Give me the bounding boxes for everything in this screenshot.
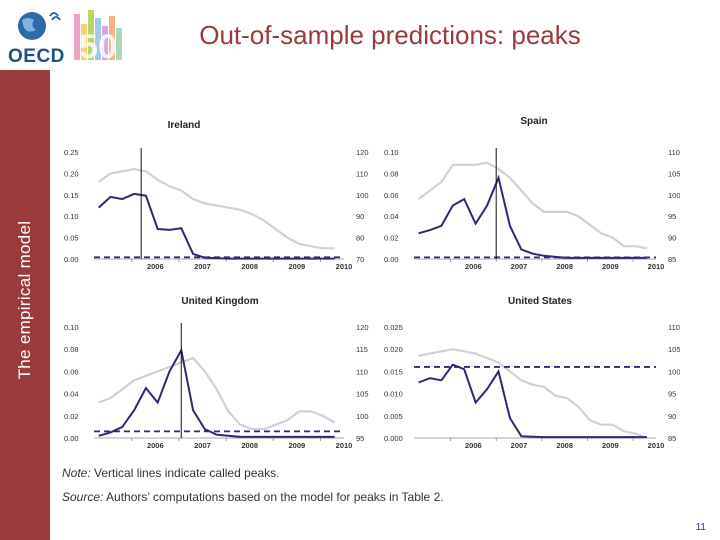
ireland-right-tick-label: 70 bbox=[356, 255, 364, 264]
ireland-right-tick-label: 90 bbox=[356, 212, 364, 221]
spain-x-tick-label: 2006 bbox=[465, 262, 482, 271]
spain-left-tick-label: 0.06 bbox=[384, 191, 399, 200]
spain-right-tick-label: 85 bbox=[668, 255, 676, 264]
logo-arc-2 bbox=[51, 16, 61, 21]
united-states-left-tick-label: 0.020 bbox=[384, 345, 403, 354]
ireland-left-tick-label: 0.20 bbox=[64, 169, 79, 178]
united-kingdom-left-tick-label: 0.08 bbox=[64, 345, 79, 354]
ireland-left-tick-label: 0.25 bbox=[64, 148, 79, 157]
united-states-x-tick-label: 2008 bbox=[556, 441, 573, 450]
united-states-chart-title: United States bbox=[508, 296, 572, 307]
ireland-left-tick-label: 0.05 bbox=[64, 234, 79, 243]
spain-right-tick-label: 90 bbox=[668, 234, 676, 243]
united-kingdom-left-tick-label: 0.10 bbox=[64, 323, 79, 332]
united-states-right-tick-label: 85 bbox=[668, 434, 676, 443]
united-kingdom-x-tick-label: 2008 bbox=[241, 441, 258, 450]
globe-land-shape bbox=[22, 18, 36, 32]
spain-right-tick-label: 105 bbox=[668, 169, 680, 178]
charts-panel: Ireland 0.00 0.05 0.10 0.15 0.20 0.25 70 80 90 100… bbox=[64, 116, 680, 450]
united-states-right-tick-label: 90 bbox=[668, 412, 676, 421]
united-kingdom-right-tick-label: 120 bbox=[356, 323, 369, 332]
oecd-50-logo: OECD 50 bbox=[8, 10, 122, 66]
ireland-x-tick-label: 2006 bbox=[147, 262, 164, 271]
united-kingdom-left-tick-label: 0.02 bbox=[64, 412, 79, 421]
note-label: Note: bbox=[62, 466, 91, 480]
spain-left-tick-label: 0.02 bbox=[384, 234, 399, 243]
spain-left-tick-label: 0.00 bbox=[384, 255, 399, 264]
logo-bars bbox=[74, 10, 122, 60]
page-number: 11 bbox=[695, 522, 706, 533]
slide-title: Out-of-sample predictions: peaks bbox=[199, 20, 581, 50]
ireland-left-tick-label: 0.10 bbox=[64, 212, 79, 221]
united-states-left-tick-label: 0.000 bbox=[384, 434, 403, 443]
spain-chart-title: Spain bbox=[520, 116, 547, 127]
logo-text: OECD bbox=[8, 46, 65, 66]
united-kingdom-right-tick-label: 115 bbox=[356, 345, 368, 354]
spain-light-series-line bbox=[417, 161, 648, 250]
united-kingdom-x-tick-label: 2007 bbox=[194, 441, 211, 450]
source-text: Authors’ computations based on the model… bbox=[103, 490, 444, 504]
united-kingdom-light-series-line bbox=[98, 356, 336, 431]
united-states-x-tick-label: 2009 bbox=[602, 441, 619, 450]
spain-left-tick-label: 0.10 bbox=[384, 148, 399, 157]
ireland-right-tick-label: 80 bbox=[356, 234, 364, 243]
source-line: Source: Authors’ computations based on t… bbox=[62, 490, 444, 504]
logo-arc-1 bbox=[49, 12, 59, 17]
united-kingdom-right-tick-label: 105 bbox=[356, 390, 369, 399]
spain-x-tick-label: 2010 bbox=[648, 262, 665, 271]
united-kingdom-dark-series-line bbox=[98, 347, 335, 438]
ireland-right-tick-label: 100 bbox=[356, 191, 369, 200]
united-kingdom-left-tick-label: 0.06 bbox=[64, 367, 79, 376]
sidebar-label: The empirical model bbox=[15, 220, 34, 380]
logo-number: 50 bbox=[79, 28, 117, 66]
sidebar-band bbox=[0, 70, 50, 540]
ireland-right-tick-label: 110 bbox=[356, 169, 368, 178]
united-states-right-tick-label: 100 bbox=[668, 367, 680, 376]
ireland-x-tick-label: 2007 bbox=[194, 262, 211, 271]
united-states-x-tick-label: 2010 bbox=[648, 441, 665, 450]
spain-dark-series-line bbox=[418, 174, 647, 259]
united-kingdom-left-tick-label: 0.04 bbox=[64, 390, 79, 399]
spain-x-tick-label: 2008 bbox=[556, 262, 573, 271]
united-kingdom-x-tick-label: 2010 bbox=[336, 441, 353, 450]
ireland-chart-title: Ireland bbox=[168, 120, 201, 131]
united-states-dark-series-line bbox=[418, 363, 647, 439]
ireland-right-tick-label: 120 bbox=[356, 148, 369, 157]
note-line: Note: Vertical lines indicate called pea… bbox=[62, 466, 279, 480]
united-kingdom-right-tick-label: 110 bbox=[356, 367, 368, 376]
united-states-light-series-line bbox=[418, 348, 648, 440]
ireland-dark-series-line bbox=[98, 192, 335, 260]
note-text: Vertical lines indicate called peaks. bbox=[90, 466, 280, 480]
ireland-x-tick-label: 2010 bbox=[336, 262, 353, 271]
ireland-left-tick-label: 0.00 bbox=[64, 255, 79, 264]
ireland-left-tick-label: 0.15 bbox=[64, 191, 79, 200]
united-kingdom-left-tick-label: 0.00 bbox=[64, 434, 79, 443]
ireland-light-series-line bbox=[98, 167, 335, 250]
united-states-right-tick-label: 110 bbox=[668, 323, 680, 332]
united-states-left-tick-label: 0.010 bbox=[384, 390, 403, 399]
united-states-left-tick-label: 0.005 bbox=[384, 412, 403, 421]
spain-left-tick-label: 0.04 bbox=[384, 212, 399, 221]
ireland-x-tick-label: 2008 bbox=[241, 262, 258, 271]
spain-left-tick-label: 0.08 bbox=[384, 169, 399, 178]
united-states-x-tick-label: 2007 bbox=[511, 441, 528, 450]
united-kingdom-x-tick-label: 2009 bbox=[288, 441, 305, 450]
united-kingdom-x-tick-label: 2006 bbox=[147, 441, 164, 450]
united-kingdom-chart-title: United Kingdom bbox=[181, 296, 258, 307]
united-states-right-tick-label: 95 bbox=[668, 390, 676, 399]
united-kingdom-right-tick-label: 100 bbox=[356, 412, 369, 421]
united-kingdom-right-tick-label: 95 bbox=[356, 434, 364, 443]
united-states-right-tick-label: 105 bbox=[668, 345, 680, 354]
spain-x-tick-label: 2009 bbox=[602, 262, 619, 271]
ireland-x-tick-label: 2009 bbox=[288, 262, 305, 271]
spain-x-tick-label: 2007 bbox=[511, 262, 528, 271]
spain-right-tick-label: 100 bbox=[668, 191, 680, 200]
source-label: Source: bbox=[62, 490, 104, 504]
united-states-left-tick-label: 0.015 bbox=[384, 367, 403, 376]
united-states-x-tick-label: 2006 bbox=[465, 441, 482, 450]
spain-right-tick-label: 95 bbox=[668, 212, 676, 221]
spain-right-tick-label: 110 bbox=[668, 148, 680, 157]
united-states-left-tick-label: 0.025 bbox=[384, 323, 403, 332]
